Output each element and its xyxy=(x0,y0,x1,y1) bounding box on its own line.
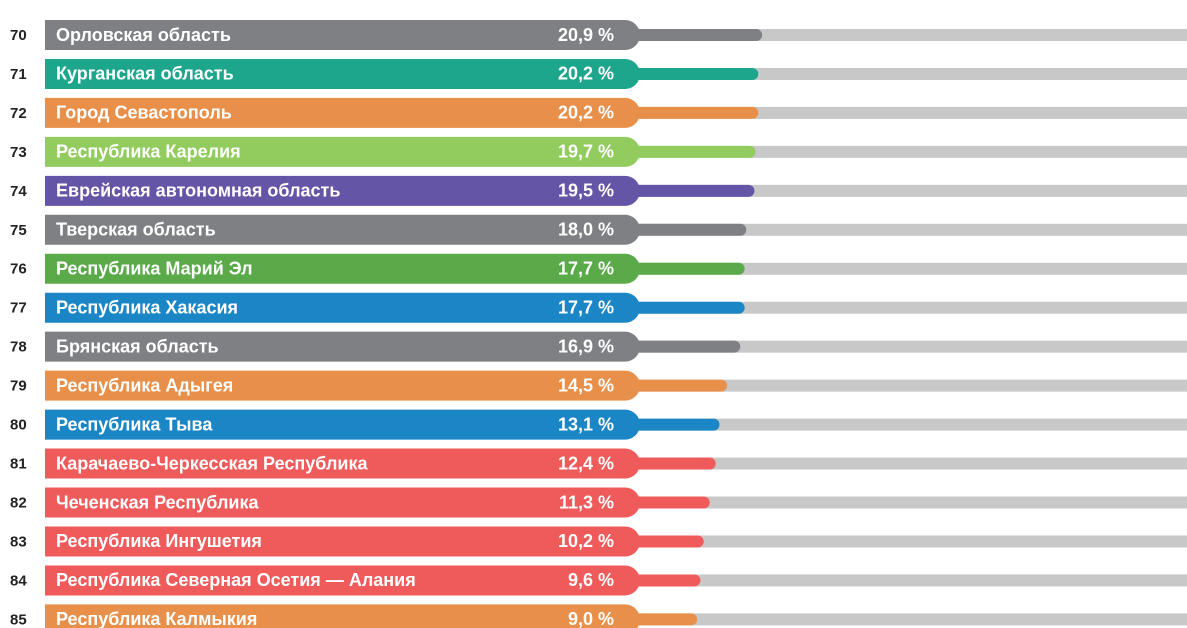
bar xyxy=(630,29,763,41)
value-label: 17,7 % xyxy=(558,259,614,279)
region-label: Республика Хакасия xyxy=(56,297,238,317)
region-label: Тверская область xyxy=(56,220,216,240)
track xyxy=(630,262,1187,275)
track xyxy=(630,67,1187,80)
bar xyxy=(630,535,704,548)
label-pill xyxy=(45,58,640,89)
region-label: Еврейская автономная область xyxy=(56,181,340,201)
label-pill xyxy=(45,565,640,596)
rank: 79 xyxy=(10,378,27,395)
bar xyxy=(630,340,741,353)
region-label: Республика Адыгея xyxy=(56,375,233,395)
rank: 80 xyxy=(10,417,27,434)
track xyxy=(630,29,1187,41)
value-label: 20,2 % xyxy=(558,103,614,123)
label-pill xyxy=(45,604,640,628)
region-label: Курганская область xyxy=(56,64,234,84)
region-label: Республика Ингушетия xyxy=(56,531,262,551)
region-label: Брянская область xyxy=(56,336,219,356)
rank: 76 xyxy=(10,261,27,278)
bar xyxy=(630,418,720,431)
track xyxy=(630,184,1187,197)
track xyxy=(630,535,1187,548)
track xyxy=(630,223,1187,236)
region-label: Республика Северная Осетия — Алания xyxy=(56,570,416,590)
label-pill xyxy=(45,487,640,518)
value-label: 11,3 % xyxy=(559,492,614,512)
label-pill xyxy=(45,370,640,401)
track xyxy=(630,574,1187,587)
value-label: 20,9 % xyxy=(558,25,614,45)
value-label: 9,0 % xyxy=(568,609,614,628)
region-label: Карачаево-Черкесская Республика xyxy=(56,453,368,473)
track xyxy=(630,106,1187,119)
track xyxy=(630,457,1187,470)
rank: 71 xyxy=(10,66,27,83)
label-pill xyxy=(45,253,640,284)
value-label: 12,4 % xyxy=(558,453,614,473)
value-label: 16,9 % xyxy=(558,336,614,356)
region-label: Республика Тыва xyxy=(56,414,213,434)
value-label: 19,5 % xyxy=(558,181,614,201)
rank: 72 xyxy=(10,105,27,122)
track xyxy=(630,379,1187,392)
label-pill xyxy=(45,292,640,323)
value-label: 19,7 % xyxy=(558,142,614,162)
label-pill xyxy=(45,20,640,50)
track xyxy=(630,301,1187,314)
label-pill xyxy=(45,409,640,440)
rank: 82 xyxy=(10,494,27,511)
value-label: 18,0 % xyxy=(558,220,614,240)
value-label: 14,5 % xyxy=(558,375,614,395)
label-pill xyxy=(45,214,640,245)
label-pill xyxy=(45,526,640,557)
bar xyxy=(630,613,698,626)
region-label: Чеченская Республика xyxy=(56,492,259,512)
bar xyxy=(630,67,759,80)
bar xyxy=(630,184,755,197)
region-label: Республика Карелия xyxy=(56,142,241,162)
label-pill xyxy=(45,448,640,479)
bar xyxy=(630,496,710,509)
bar xyxy=(630,223,747,236)
value-label: 17,7 % xyxy=(558,297,614,317)
label-pill xyxy=(45,97,640,128)
bar xyxy=(630,379,728,392)
value-label: 13,1 % xyxy=(558,414,614,434)
bar xyxy=(630,145,756,158)
bar xyxy=(630,301,745,314)
label-pill xyxy=(45,136,640,167)
label-pill xyxy=(45,331,640,362)
label-pill xyxy=(45,175,640,206)
rank: 78 xyxy=(10,339,27,356)
rank: 77 xyxy=(10,300,27,317)
value-label: 20,2 % xyxy=(558,64,614,84)
track xyxy=(630,418,1187,431)
rank: 85 xyxy=(10,611,27,628)
region-label: Республика Марий Эл xyxy=(56,259,253,279)
track xyxy=(630,145,1187,158)
rank: 81 xyxy=(10,456,27,473)
rank: 74 xyxy=(10,183,27,200)
bar xyxy=(630,262,745,275)
value-label: 10,2 % xyxy=(558,531,614,551)
region-label: Орловская область xyxy=(56,25,231,45)
region-label: Республика Калмыкия xyxy=(56,609,257,628)
value-label: 9,6 % xyxy=(568,570,614,590)
track xyxy=(630,613,1187,626)
region-label: Город Севастополь xyxy=(56,103,232,123)
rank: 75 xyxy=(10,222,27,239)
bar xyxy=(630,574,701,587)
bar xyxy=(630,106,759,119)
track xyxy=(630,340,1187,353)
track xyxy=(630,496,1187,509)
rank: 83 xyxy=(10,533,27,550)
rank: 84 xyxy=(10,572,27,589)
rank: 70 xyxy=(10,27,27,44)
rank: 73 xyxy=(10,144,27,161)
bar xyxy=(630,457,716,470)
